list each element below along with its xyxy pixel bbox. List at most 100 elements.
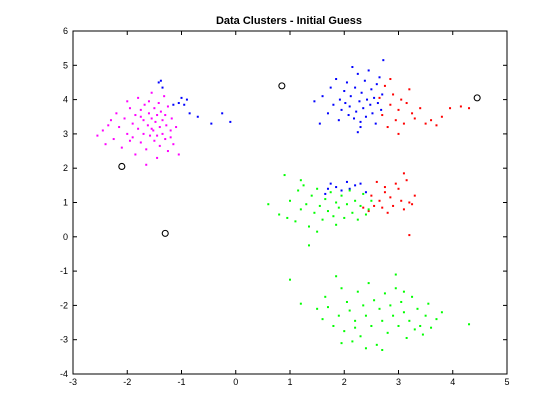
data-point	[321, 95, 324, 98]
data-point	[378, 76, 381, 79]
data-point	[150, 117, 153, 120]
data-point	[430, 119, 433, 122]
data-point	[340, 287, 343, 290]
data-point	[340, 194, 343, 197]
data-point	[335, 275, 338, 278]
data-point	[375, 83, 378, 86]
data-point	[326, 210, 329, 213]
data-point	[345, 180, 348, 183]
data-point	[367, 69, 370, 72]
data-point	[362, 206, 365, 209]
data-point	[183, 103, 186, 106]
data-point	[329, 182, 332, 185]
data-point	[150, 91, 153, 94]
data-point	[394, 273, 397, 276]
data-point	[394, 119, 397, 122]
data-point	[392, 93, 395, 96]
data-point	[180, 96, 183, 99]
data-point	[402, 208, 405, 211]
data-point	[131, 122, 134, 125]
data-point	[386, 211, 389, 214]
data-point	[316, 187, 319, 190]
data-point	[267, 203, 270, 206]
data-point	[142, 132, 145, 135]
data-point	[299, 208, 302, 211]
data-point	[376, 102, 379, 105]
x-tick-label: -2	[123, 377, 131, 387]
data-point	[392, 314, 395, 317]
y-tick-label: -4	[60, 369, 68, 379]
data-point	[378, 199, 381, 202]
data-point	[402, 172, 405, 175]
data-point	[185, 98, 188, 101]
data-point	[145, 163, 148, 166]
data-point	[351, 66, 354, 69]
data-point	[363, 79, 366, 82]
data-point	[381, 348, 384, 351]
data-point	[419, 107, 422, 110]
data-point	[340, 189, 343, 192]
data-point	[354, 319, 357, 322]
data-point	[335, 78, 338, 81]
data-point	[310, 194, 313, 197]
y-tick-label: -1	[60, 266, 68, 276]
data-point	[378, 96, 381, 99]
data-point	[156, 134, 159, 137]
data-point	[161, 86, 164, 89]
data-point	[164, 138, 167, 141]
data-point	[158, 126, 161, 129]
data-point	[299, 302, 302, 305]
data-point	[289, 199, 291, 202]
data-point	[411, 112, 414, 115]
data-point	[318, 122, 321, 125]
data-point	[354, 326, 357, 329]
data-point	[139, 108, 142, 111]
x-tick-label: -3	[69, 377, 77, 387]
data-point	[397, 324, 400, 327]
data-point	[360, 91, 363, 94]
data-point	[335, 186, 338, 189]
data-point	[149, 134, 152, 137]
data-point	[329, 191, 332, 194]
data-point	[347, 114, 350, 117]
data-point	[355, 110, 358, 113]
data-point	[104, 143, 107, 146]
data-point	[96, 134, 99, 137]
x-tick-label: -1	[177, 377, 185, 387]
y-tick-label: 2	[63, 163, 68, 173]
data-point	[142, 119, 145, 122]
data-point	[402, 290, 405, 293]
data-point	[159, 79, 162, 82]
data-point	[356, 72, 359, 75]
data-point	[152, 129, 155, 132]
data-point	[375, 343, 378, 346]
data-point	[337, 314, 340, 317]
data-point	[126, 100, 129, 103]
data-point	[389, 196, 392, 199]
data-point	[134, 114, 137, 117]
data-point	[154, 120, 157, 123]
data-point	[340, 342, 343, 345]
data-point	[156, 156, 159, 159]
data-point	[326, 187, 329, 190]
data-point	[370, 88, 373, 91]
data-point	[177, 153, 180, 156]
data-point	[286, 216, 289, 219]
data-point	[362, 304, 365, 307]
data-point	[164, 114, 167, 117]
data-point	[313, 100, 316, 103]
data-point	[318, 204, 321, 207]
data-point	[351, 340, 354, 343]
data-point	[326, 112, 329, 115]
data-point	[109, 119, 112, 122]
data-point	[139, 141, 142, 144]
data-point	[283, 174, 286, 177]
data-point	[112, 138, 115, 141]
data-point	[364, 314, 367, 317]
data-point	[349, 95, 352, 98]
data-point	[364, 115, 367, 118]
data-point	[389, 304, 392, 307]
data-point	[367, 208, 370, 211]
